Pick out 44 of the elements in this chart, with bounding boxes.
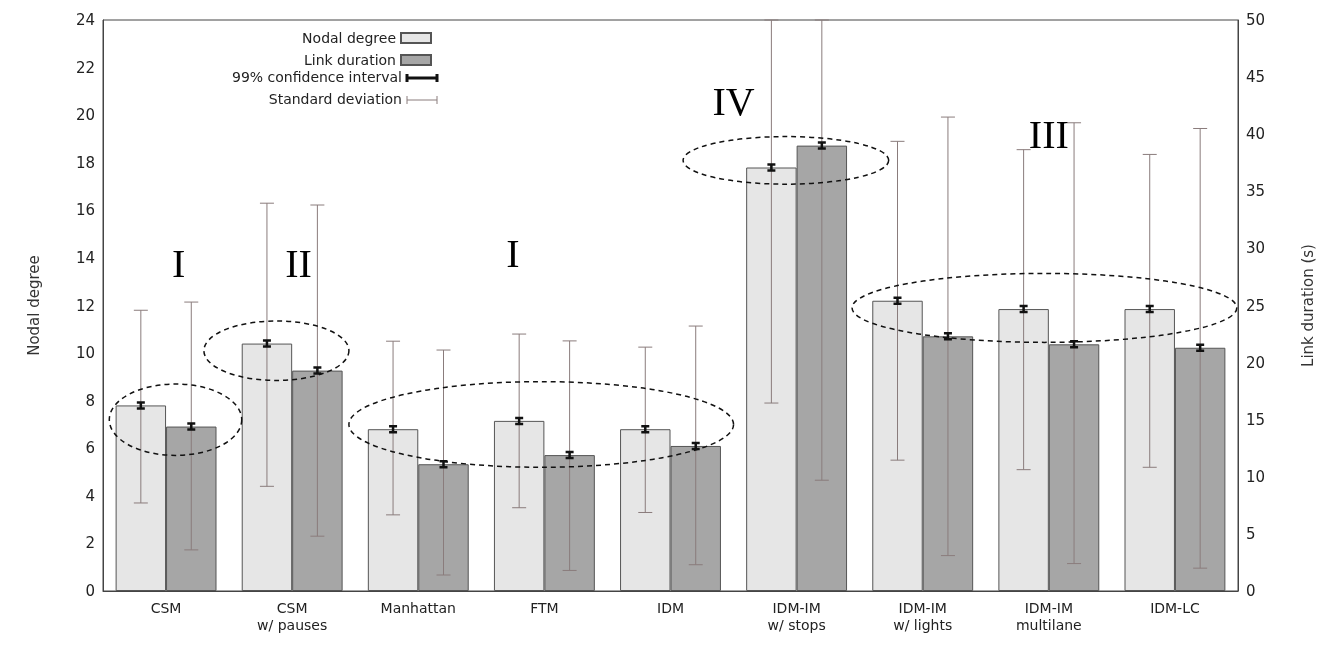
y-tick-label: 2 <box>85 534 95 553</box>
annotation: 99% confidence interval <box>231 69 402 85</box>
x-tick-label: IDM-LC <box>1150 599 1200 616</box>
annotation: III <box>1028 112 1069 158</box>
y2-tick-label: 50 <box>1246 11 1266 29</box>
y-tick-label: 4 <box>85 486 95 505</box>
y2-axis-title: Link duration (s) <box>1298 244 1317 367</box>
x-tick-label: IDM-IM multilane <box>1015 599 1082 633</box>
x-tick-label: CSM w/ pauses <box>257 599 328 633</box>
y2-tick-label: 40 <box>1246 125 1266 144</box>
y-tick-label: 12 <box>75 296 95 315</box>
y-tick-label: 22 <box>75 58 95 77</box>
y2-tick-label: 30 <box>1246 239 1266 258</box>
y-tick-label: 24 <box>75 11 95 29</box>
y-tick-label: 16 <box>75 201 95 220</box>
annotation: I <box>506 231 520 277</box>
y2-tick-label: 20 <box>1246 353 1266 372</box>
x-tick-label: IDM-IM w/ lights <box>893 599 953 633</box>
y-tick-label: 8 <box>85 391 95 410</box>
x-tick-label: CSM <box>150 599 182 616</box>
legend-label: Link duration <box>303 52 396 68</box>
y-tick-label: 10 <box>75 344 95 363</box>
y-tick-label: 18 <box>75 153 95 172</box>
y-axis-title: Nodal degree <box>24 255 43 356</box>
x-tick-label: IDM-IM w/ stops <box>767 599 826 633</box>
y2-tick-label: 10 <box>1246 467 1266 486</box>
y2-tick-label: 15 <box>1246 410 1266 429</box>
legend-label: Nodal degree <box>302 30 396 46</box>
x-tick-label: Manhattan <box>380 599 456 616</box>
annotation: Standard deviation <box>268 91 402 107</box>
y-tick-label: 6 <box>85 439 95 458</box>
y2-tick-label: 0 <box>1246 582 1256 600</box>
y-tick-label: 20 <box>75 106 95 125</box>
y2-tick-label: 5 <box>1246 524 1256 543</box>
y-tick-label: 14 <box>75 248 95 267</box>
annotation: I <box>172 240 186 286</box>
x-tick-label: IDM <box>657 599 684 616</box>
x-tick-label: FTM <box>530 599 559 616</box>
annotation: IV <box>712 78 755 124</box>
y2-tick-label: 25 <box>1246 296 1266 315</box>
y2-tick-label: 35 <box>1246 182 1266 201</box>
y-tick-label: 0 <box>85 582 95 600</box>
y2-tick-label: 45 <box>1246 68 1266 87</box>
annotation: II <box>285 240 312 286</box>
